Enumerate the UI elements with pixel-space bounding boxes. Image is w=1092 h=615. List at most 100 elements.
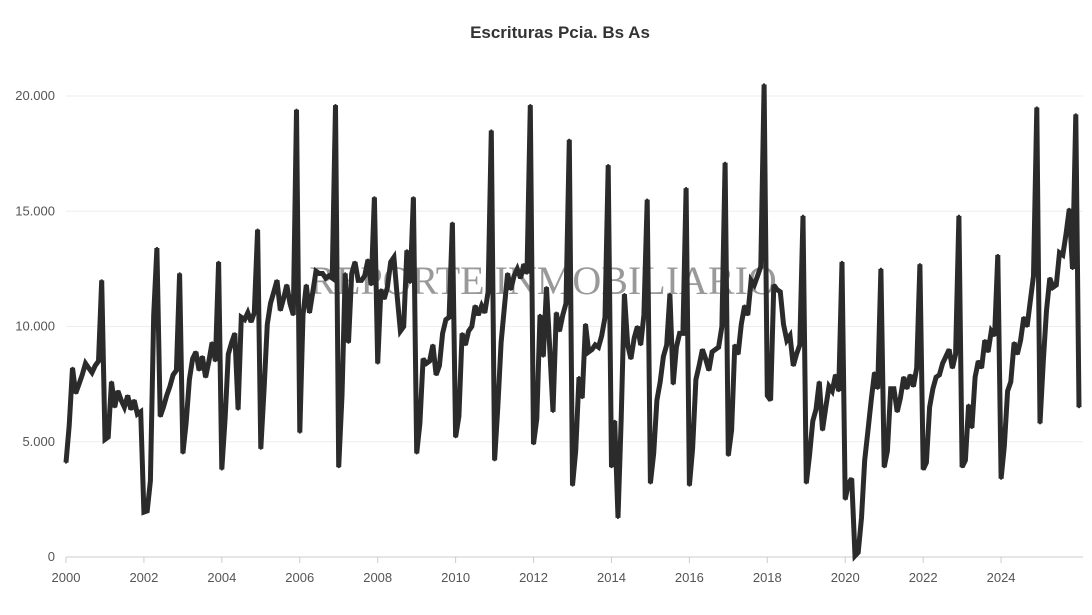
- data-point: [902, 376, 905, 379]
- data-point: [327, 274, 331, 277]
- data-point: [470, 325, 474, 328]
- data-point: [392, 256, 396, 259]
- data-point: [275, 279, 279, 282]
- data-point: [357, 279, 360, 282]
- data-point: [168, 385, 172, 388]
- data-point: [220, 468, 224, 471]
- data-point: [908, 373, 912, 377]
- data-point: [142, 510, 146, 514]
- data-point: [684, 187, 688, 190]
- grid: [66, 95, 1083, 558]
- data-point: [860, 516, 863, 520]
- data-point: [834, 373, 837, 377]
- data-point: [207, 359, 211, 363]
- data-point: [395, 295, 399, 298]
- data-point: [217, 260, 220, 264]
- data-point: [782, 322, 785, 326]
- data-point: [561, 313, 564, 317]
- data-point: [954, 352, 957, 356]
- data-point: [483, 311, 487, 314]
- data-point: [522, 263, 525, 266]
- data-point: [243, 318, 246, 321]
- data-point: [282, 297, 285, 301]
- data-point: [256, 228, 259, 231]
- data-point: [516, 267, 519, 271]
- data-point: [938, 373, 941, 377]
- series-group: [63, 83, 1082, 562]
- data-point: [590, 348, 594, 351]
- data-point: [324, 276, 327, 280]
- data-point: [350, 272, 353, 275]
- data-point: [529, 104, 532, 107]
- data-point: [889, 387, 892, 390]
- data-point: [376, 362, 379, 365]
- data-point: [1029, 299, 1032, 303]
- data-point: [717, 346, 720, 349]
- data-point: [311, 290, 314, 294]
- data-point: [873, 371, 876, 374]
- data-point: [928, 405, 931, 409]
- data-point: [863, 458, 866, 462]
- data-point: [1038, 422, 1042, 425]
- data-point: [710, 350, 714, 354]
- data-point: [477, 313, 480, 317]
- data-point: [951, 366, 954, 370]
- data-point: [688, 484, 691, 487]
- data-point: [532, 442, 535, 446]
- data-point: [960, 465, 964, 469]
- data-point: [107, 435, 110, 439]
- data-point: [298, 431, 301, 434]
- data-point: [97, 359, 100, 363]
- data-point: [1064, 233, 1068, 236]
- data-point: [1055, 283, 1058, 287]
- data-point: [990, 329, 993, 333]
- data-point: [486, 290, 490, 294]
- data-point: [879, 267, 883, 271]
- y-axis: 0 5.000 10.000 15.000 20.000: [15, 88, 55, 564]
- data-point: [779, 290, 782, 294]
- data-point: [983, 339, 987, 342]
- data-point: [1016, 352, 1019, 356]
- data-point: [402, 325, 405, 328]
- x-tick-label: 2022: [909, 570, 938, 585]
- data-point: [512, 274, 516, 277]
- data-point: [321, 272, 324, 275]
- data-point: [1068, 207, 1071, 211]
- data-point: [175, 369, 178, 372]
- data-point: [363, 274, 366, 277]
- data-point: [132, 399, 136, 402]
- data-point: [964, 458, 967, 462]
- data-point: [1042, 359, 1045, 363]
- data-point: [227, 352, 230, 356]
- data-point: [840, 260, 844, 264]
- data-point: [249, 320, 253, 324]
- data-point: [210, 341, 214, 344]
- data-point: [905, 387, 909, 390]
- data-point: [675, 346, 678, 349]
- data-point: [464, 343, 467, 347]
- data-point: [597, 346, 600, 349]
- data-point: [490, 129, 493, 132]
- data-point: [912, 385, 915, 388]
- data-point: [1003, 445, 1006, 448]
- data-point: [548, 348, 551, 351]
- data-point: [671, 382, 675, 386]
- data-point: [720, 325, 724, 328]
- data-point: [967, 403, 970, 407]
- data-point: [785, 339, 788, 342]
- data-point: [788, 334, 792, 337]
- data-point: [347, 341, 350, 344]
- data-point: [551, 410, 555, 413]
- data-point: [769, 399, 772, 402]
- data-point: [421, 357, 425, 360]
- data-point: [230, 341, 233, 344]
- data-point: [844, 498, 847, 501]
- data-point: [892, 387, 896, 390]
- data-point: [691, 447, 694, 450]
- data-point: [934, 376, 938, 379]
- data-point: [379, 288, 383, 291]
- data-point: [136, 412, 139, 416]
- data-point: [723, 161, 727, 165]
- data-point: [259, 447, 263, 450]
